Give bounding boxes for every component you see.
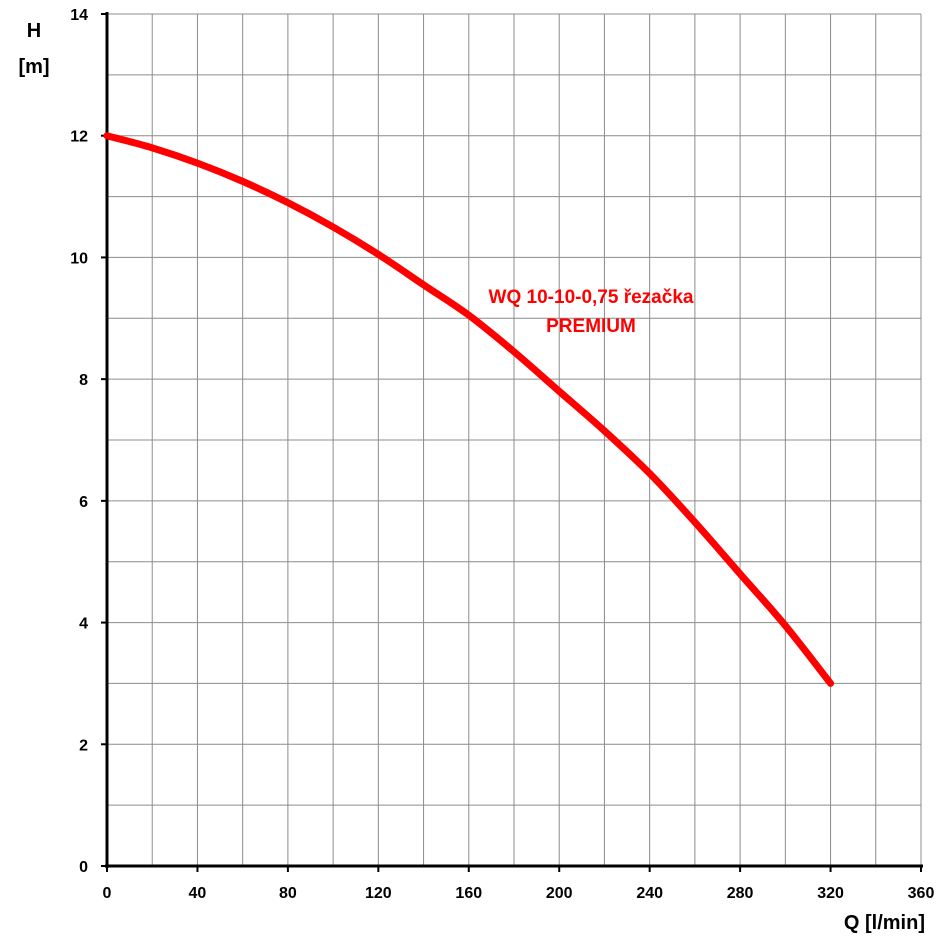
x-axis-title: Q [l/min] xyxy=(844,912,925,934)
x-tick-label: 0 xyxy=(103,885,112,902)
y-tick-label: 0 xyxy=(79,859,88,876)
y-axis-title-line1: H xyxy=(27,20,41,42)
y-tick-label: 4 xyxy=(79,616,88,633)
y-tick-label: 6 xyxy=(79,494,88,511)
x-tick-label: 320 xyxy=(817,885,844,902)
x-tick-label: 160 xyxy=(455,885,482,902)
x-tick-label: 200 xyxy=(546,885,573,902)
y-tick-label: 14 xyxy=(70,7,88,24)
series-label-line2: PREMIUM xyxy=(546,316,636,337)
series-label-line1: WQ 10-10-0,75 řezačka xyxy=(489,287,694,308)
series-layer xyxy=(103,132,835,687)
y-tick-label: 12 xyxy=(70,129,88,146)
x-tick-label: 240 xyxy=(636,885,663,902)
tick-label-layer: 0 40 80 120 160 200 240 280 320 360 0 2 4 6 8 10 12 14 xyxy=(70,7,934,902)
x-tick-label: 80 xyxy=(279,885,297,902)
x-tick-label: 40 xyxy=(189,885,207,902)
x-tick-label: 120 xyxy=(365,885,392,902)
grid-layer xyxy=(107,13,922,866)
y-tick-label: 10 xyxy=(70,250,88,267)
y-axis-title-line2: [m] xyxy=(18,56,49,78)
axis-layer xyxy=(101,12,923,872)
y-tick-label: 8 xyxy=(79,372,88,389)
y-tick-label: 2 xyxy=(79,737,88,754)
x-tick-label: 280 xyxy=(727,885,754,902)
x-tick-label: 360 xyxy=(908,885,935,902)
series-line xyxy=(103,132,835,687)
